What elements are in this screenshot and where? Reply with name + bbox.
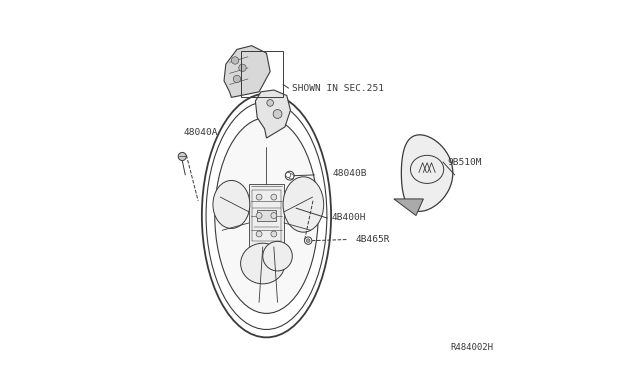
Ellipse shape <box>241 243 285 284</box>
Ellipse shape <box>215 118 318 313</box>
Circle shape <box>271 212 277 218</box>
Circle shape <box>307 239 310 243</box>
Circle shape <box>271 194 277 200</box>
Circle shape <box>271 231 277 237</box>
Circle shape <box>178 153 186 161</box>
Circle shape <box>267 100 273 106</box>
Ellipse shape <box>213 180 250 228</box>
Circle shape <box>285 172 291 177</box>
Circle shape <box>256 194 262 200</box>
Text: 4B465R: 4B465R <box>355 235 390 244</box>
Circle shape <box>256 212 262 218</box>
Circle shape <box>289 174 294 179</box>
Polygon shape <box>224 46 270 97</box>
Text: R484002H: R484002H <box>451 343 493 352</box>
Polygon shape <box>255 90 291 138</box>
Polygon shape <box>394 199 424 215</box>
Circle shape <box>239 64 246 71</box>
Circle shape <box>232 57 239 64</box>
Ellipse shape <box>202 94 331 337</box>
Circle shape <box>305 237 312 244</box>
Circle shape <box>233 75 241 83</box>
Text: 9B510M: 9B510M <box>447 157 482 167</box>
Circle shape <box>273 110 282 118</box>
Text: 48040B: 48040B <box>333 169 367 177</box>
Text: 48040A: 48040A <box>184 128 218 137</box>
Ellipse shape <box>283 177 324 232</box>
Circle shape <box>285 171 294 180</box>
Text: 4B400H: 4B400H <box>331 213 365 222</box>
Polygon shape <box>401 135 453 211</box>
Text: SHOWN IN SEC.251: SHOWN IN SEC.251 <box>292 84 384 93</box>
Polygon shape <box>249 184 284 247</box>
Polygon shape <box>257 210 276 221</box>
Ellipse shape <box>263 241 292 271</box>
Circle shape <box>256 231 262 237</box>
